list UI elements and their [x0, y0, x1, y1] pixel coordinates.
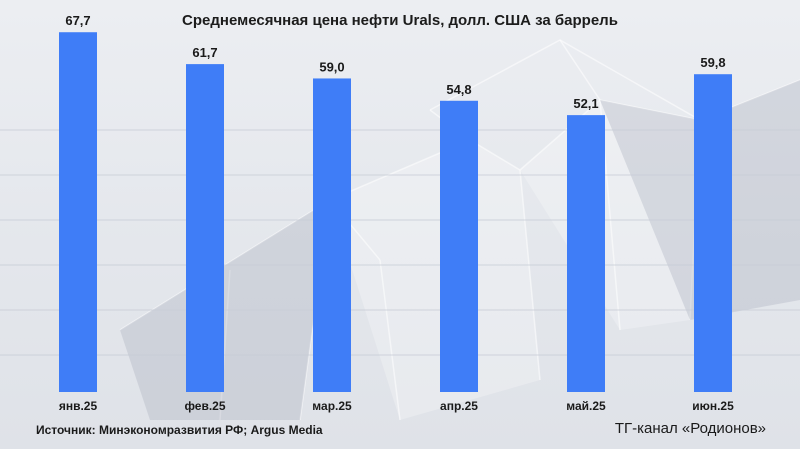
bar-янв.25 — [59, 32, 97, 392]
bar-value-label: 52,1 — [573, 96, 598, 111]
x-tick-label: апр.25 — [440, 399, 478, 413]
bar-май.25 — [567, 115, 605, 392]
x-tick-label: май.25 — [566, 399, 606, 413]
x-tick-label: фев.25 — [184, 399, 225, 413]
bar-мар.25 — [313, 78, 351, 392]
x-tick-label: июн.25 — [692, 399, 734, 413]
bar-июн.25 — [694, 74, 732, 392]
bar-value-label: 59,0 — [319, 59, 344, 74]
chart-title: Среднемесячная цена нефти Urals, долл. С… — [182, 12, 618, 29]
x-tick-label: мар.25 — [312, 399, 352, 413]
bar-value-label: 61,7 — [192, 45, 217, 60]
x-tick-label: янв.25 — [59, 399, 98, 413]
bar-value-label: 54,8 — [446, 82, 471, 97]
channel-credit: ТГ-канал «Родионов» — [614, 420, 766, 437]
bar-value-label: 67,7 — [65, 13, 90, 28]
bar-фев.25 — [186, 64, 224, 392]
bar-апр.25 — [440, 100, 478, 392]
bar-value-label: 59,8 — [700, 55, 725, 70]
source-note: Источник: Минэкономразвития РФ; Argus Me… — [36, 423, 323, 437]
